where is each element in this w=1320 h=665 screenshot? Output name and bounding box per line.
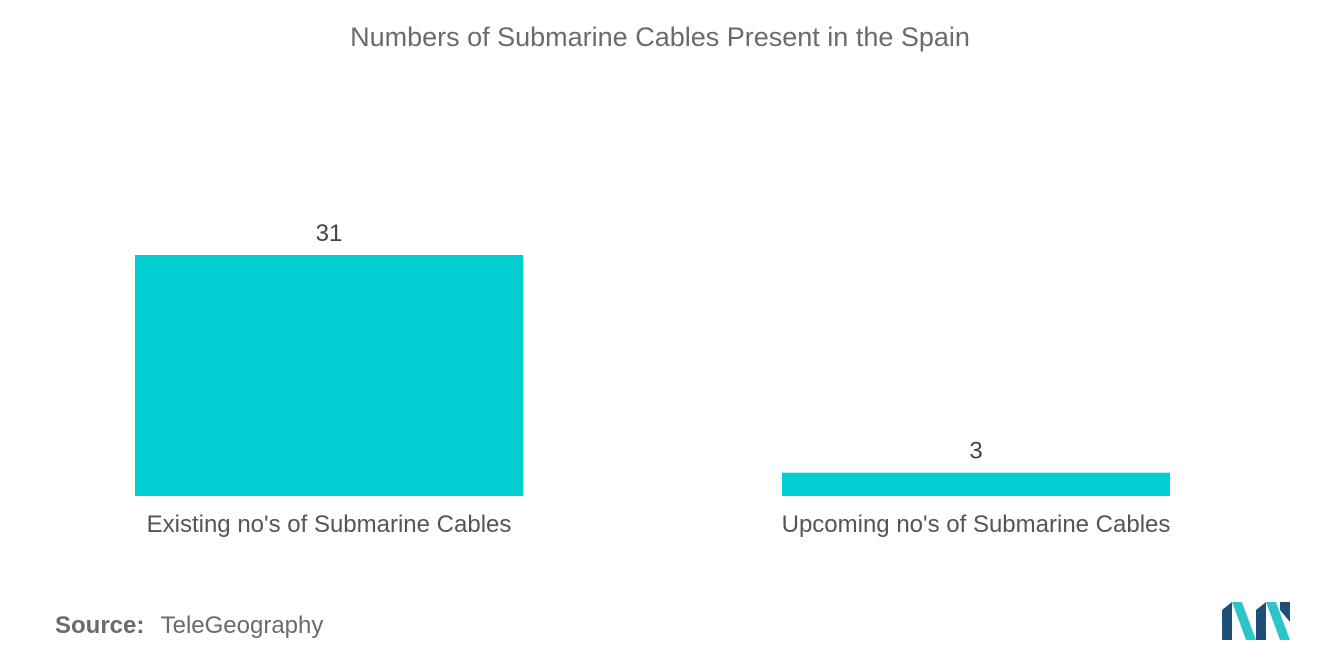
category-label-1: Existing no's of Submarine Cables xyxy=(147,511,512,538)
source-value: TeleGeography xyxy=(160,612,324,639)
category-label-2: Upcoming no's of Submarine Cables xyxy=(782,511,1171,538)
bar-2 xyxy=(782,472,1170,496)
brand-logo-icon xyxy=(1222,602,1290,640)
logo-left-stroke xyxy=(1222,602,1232,640)
logo-left-diagonal xyxy=(1232,602,1256,640)
bar-1 xyxy=(135,255,523,496)
logo-right-diagonal xyxy=(1266,602,1290,640)
data-label-1: 31 xyxy=(316,220,343,247)
logo-right-stroke xyxy=(1280,602,1290,622)
logo-mid-stroke xyxy=(1256,602,1266,640)
source-label: Source: xyxy=(55,612,145,639)
chart-title: Numbers of Submarine Cables Present in t… xyxy=(350,22,970,52)
source-line: Source: TeleGeography xyxy=(55,612,323,640)
data-label-2: 3 xyxy=(969,438,982,465)
